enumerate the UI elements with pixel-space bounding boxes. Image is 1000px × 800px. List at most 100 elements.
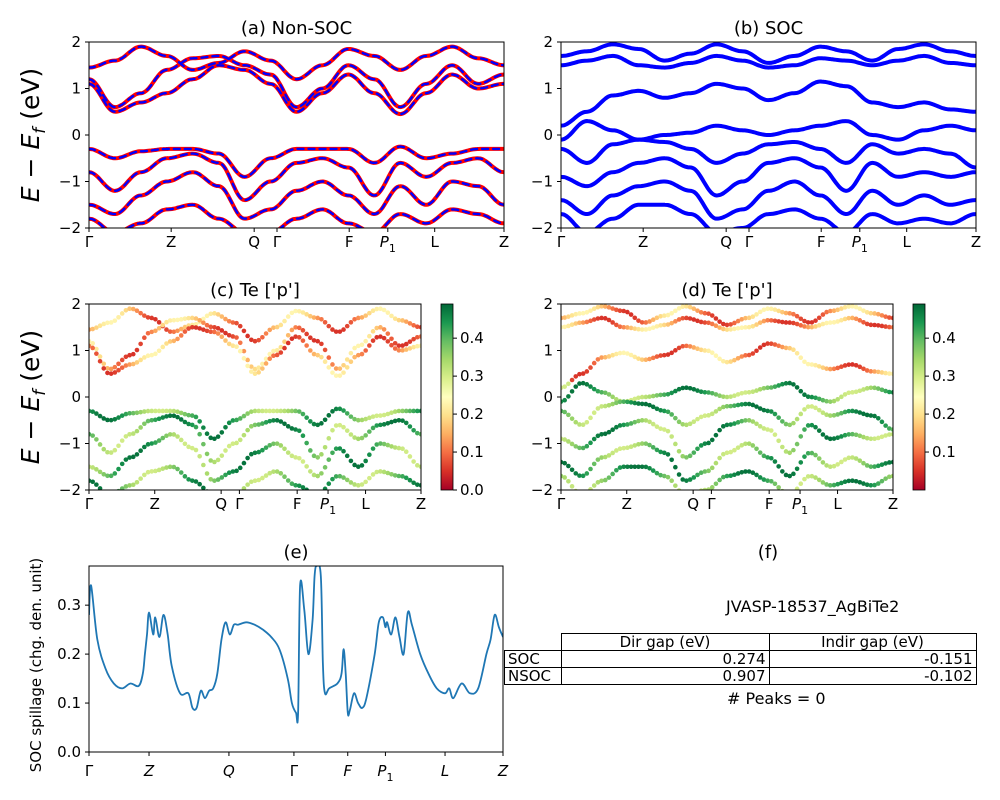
- projection-point: [344, 323, 350, 329]
- projection-point: [761, 342, 767, 348]
- projection-point: [333, 366, 339, 371]
- projection-point: [569, 389, 575, 394]
- projection-point: [94, 467, 99, 472]
- projection-point: [768, 385, 774, 390]
- projection-point: [178, 317, 184, 322]
- projection-point: [249, 424, 254, 429]
- projection-point: [754, 421, 759, 427]
- projection-point: [853, 478, 859, 484]
- projection-point: [260, 361, 265, 367]
- projection-point: [189, 478, 195, 483]
- y-tick-label: −1: [531, 173, 553, 191]
- projection-point: [223, 316, 228, 322]
- projection-point: [591, 410, 597, 416]
- projection-point: [119, 357, 125, 363]
- projection-point: [341, 448, 346, 454]
- projection-point: [754, 472, 759, 478]
- projection-point: [326, 413, 332, 418]
- projection-point: [687, 385, 693, 391]
- projection-point: [872, 413, 877, 419]
- projection-point: [835, 412, 840, 417]
- x-tick-label: Q: [248, 233, 260, 251]
- projection-point: [411, 336, 416, 342]
- projection-point: [403, 475, 409, 481]
- projection-point: [713, 392, 719, 397]
- projection-point: [352, 416, 357, 422]
- projection-point: [112, 318, 118, 323]
- projection-point: [658, 449, 663, 455]
- projection-point: [617, 308, 623, 314]
- projection-point: [868, 369, 874, 374]
- projection-point: [868, 385, 874, 391]
- projection-point: [864, 412, 870, 418]
- projection-point: [230, 334, 236, 339]
- projection-point: [846, 362, 852, 367]
- projection-point: [853, 409, 859, 414]
- projection-point: [108, 417, 114, 423]
- projection-point: [802, 359, 807, 365]
- projection-point: [602, 477, 608, 483]
- projection-point: [219, 334, 225, 340]
- projection-point: [201, 320, 206, 326]
- projection-point: [650, 355, 656, 361]
- panel-title-b: (b) SOC: [734, 18, 803, 39]
- projection-point: [673, 348, 678, 353]
- projection-point: [628, 421, 634, 426]
- projection-point: [116, 367, 121, 373]
- projection-point: [94, 411, 99, 416]
- projection-point: [378, 334, 383, 339]
- projection-point: [355, 352, 361, 358]
- projection-point: [407, 424, 413, 429]
- projection-point: [632, 396, 638, 402]
- colorbar-tick-label: 0.4: [460, 329, 484, 347]
- projection-point: [352, 482, 357, 487]
- projection-point: [713, 316, 719, 321]
- projection-point: [385, 331, 391, 336]
- plot-area-b: [561, 42, 976, 228]
- projection-point: [260, 447, 265, 453]
- projection-point: [296, 483, 302, 489]
- y-tick-label: 1: [543, 80, 553, 98]
- projection-point: [780, 469, 785, 474]
- projection-point: [580, 445, 586, 451]
- projection-point: [695, 346, 700, 352]
- projection-point: [415, 408, 420, 414]
- projection-point: [669, 350, 674, 356]
- projection-point: [739, 316, 745, 322]
- projection-point: [167, 329, 173, 334]
- projection-point: [223, 472, 228, 478]
- y-tick-label: −2: [59, 481, 81, 499]
- y-tick-label: 2: [71, 295, 81, 313]
- projection-point: [698, 443, 704, 448]
- projection-point: [824, 320, 829, 326]
- projection-point: [153, 408, 158, 414]
- projection-point: [197, 453, 202, 459]
- projection-point: [208, 458, 214, 463]
- projection-point: [252, 408, 258, 414]
- projection-point: [175, 466, 180, 472]
- projection-point: [237, 348, 243, 354]
- projection-point: [842, 409, 848, 415]
- projection-point: [263, 331, 269, 336]
- projection-point: [249, 409, 254, 414]
- projection-point: [237, 323, 243, 329]
- projection-point: [621, 350, 627, 356]
- projection-point: [835, 319, 840, 324]
- projection-point: [816, 456, 822, 461]
- projection-point: [772, 481, 778, 487]
- projection-point: [632, 464, 638, 470]
- projection-point: [610, 306, 615, 311]
- colorbar-tick-label: 0.2: [932, 405, 956, 423]
- projection-point: [400, 446, 405, 452]
- projection-point: [846, 390, 852, 396]
- x-tick-label: Γ: [273, 233, 282, 251]
- y-tick-label: 0.1: [57, 694, 81, 712]
- projection-point: [827, 399, 833, 404]
- projection-point: [768, 409, 774, 414]
- projection-point: [754, 388, 759, 393]
- projection-point: [654, 354, 660, 359]
- projection-point: [186, 444, 191, 450]
- projection-point: [709, 350, 715, 356]
- projection-point: [875, 463, 881, 469]
- projection-point: [304, 415, 309, 420]
